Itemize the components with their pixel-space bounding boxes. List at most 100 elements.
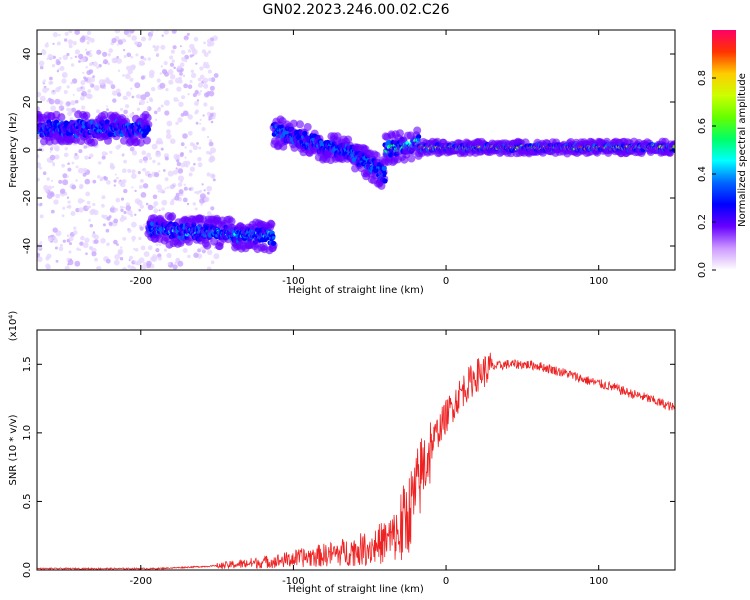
noise-dot — [117, 69, 121, 72]
noise-dot — [122, 206, 125, 209]
noise-dot — [119, 257, 124, 261]
noise-dot — [87, 36, 92, 41]
noise-dot — [54, 246, 58, 250]
noise-dot — [167, 69, 174, 75]
noise-dot — [129, 146, 135, 152]
noise-dot — [48, 98, 55, 105]
noise-dot — [80, 86, 83, 89]
ridge-halo — [203, 241, 212, 250]
noise-dot — [87, 89, 92, 93]
noise-dot — [37, 106, 40, 112]
noise-dot — [186, 32, 190, 36]
noise-dot — [55, 259, 59, 263]
noise-dot — [71, 107, 76, 113]
noise-dot — [210, 173, 216, 179]
noise-dot — [66, 175, 69, 178]
noise-dot — [195, 62, 198, 65]
ridge-body — [416, 134, 422, 140]
noise-dot — [162, 169, 166, 172]
ridge-body — [382, 178, 388, 184]
noise-dot — [58, 85, 62, 90]
noise-dot — [156, 184, 162, 191]
ridge-body — [271, 240, 277, 246]
noise-dot — [197, 157, 202, 162]
noise-dot — [113, 239, 118, 245]
noise-dot — [179, 62, 185, 67]
noise-dot — [123, 216, 127, 221]
noise-dot — [203, 83, 209, 89]
noise-dot — [170, 138, 176, 144]
noise-dot — [101, 155, 106, 160]
noise-dot — [58, 33, 61, 37]
snr-y-tick-label: 0.0 — [22, 562, 33, 578]
noise-dot — [137, 171, 141, 175]
noise-dot — [93, 209, 99, 216]
noise-dot — [153, 201, 159, 207]
noise-dot — [49, 154, 56, 161]
noise-dot — [88, 205, 92, 209]
noise-dot — [49, 147, 53, 151]
noise-dot — [138, 208, 141, 212]
noise-dot — [185, 160, 191, 166]
noise-dot — [117, 144, 122, 148]
noise-dot — [82, 167, 88, 173]
noise-dot — [78, 53, 84, 60]
noise-dot — [195, 109, 199, 113]
noise-dot — [131, 95, 135, 99]
noise-dot — [156, 137, 163, 144]
noise-dot — [204, 92, 210, 98]
noise-dot — [183, 35, 189, 41]
noise-dot — [187, 114, 193, 120]
noise-dot — [200, 203, 203, 206]
noise-dot — [67, 111, 72, 117]
noise-dot — [120, 107, 124, 111]
noise-dot — [63, 152, 69, 158]
noise-dot — [58, 246, 64, 252]
noise-dot — [172, 45, 177, 50]
noise-dot — [108, 221, 113, 226]
noise-dot — [148, 72, 155, 79]
noise-dot — [152, 159, 156, 164]
noise-dot — [111, 205, 115, 208]
noise-dot — [206, 266, 212, 270]
noise-dot — [144, 160, 148, 164]
noise-dot — [199, 122, 202, 125]
noise-dot — [61, 72, 68, 78]
noise-dot — [189, 149, 193, 153]
ridge-halo — [143, 113, 152, 122]
noise-dot — [52, 42, 55, 45]
noise-dot — [181, 57, 186, 62]
spectrogram-ridge — [269, 115, 389, 190]
noise-dot — [178, 175, 184, 182]
ridge-halo — [82, 111, 91, 120]
noise-dot — [75, 165, 79, 169]
noise-dot — [196, 142, 199, 145]
noise-dot — [191, 49, 198, 55]
noise-dot — [96, 66, 99, 69]
noise-dot — [121, 214, 125, 218]
noise-dot — [113, 179, 117, 183]
noise-dot — [123, 109, 128, 115]
noise-dot — [72, 93, 75, 96]
snr-frame — [36, 329, 676, 571]
noise-dot — [42, 87, 48, 93]
noise-dot — [84, 48, 88, 51]
noise-dot — [58, 179, 63, 184]
noise-dot — [70, 100, 76, 106]
noise-dot — [138, 159, 143, 164]
colorbar-ticks: 0.0 0.2 0.4 0.6 0.8 — [697, 70, 716, 278]
noise-dot — [46, 193, 53, 200]
noise-dot — [80, 80, 86, 86]
noise-dot — [51, 179, 54, 182]
noise-dot — [70, 81, 73, 85]
noise-dot — [145, 202, 149, 206]
noise-dot — [177, 168, 184, 174]
noise-dot — [105, 228, 110, 233]
noise-dot — [164, 156, 169, 161]
noise-dot — [62, 173, 68, 179]
noise-dot — [94, 257, 98, 262]
noise-dot — [161, 199, 168, 206]
noise-dot — [138, 60, 145, 66]
noise-dot — [102, 51, 108, 57]
